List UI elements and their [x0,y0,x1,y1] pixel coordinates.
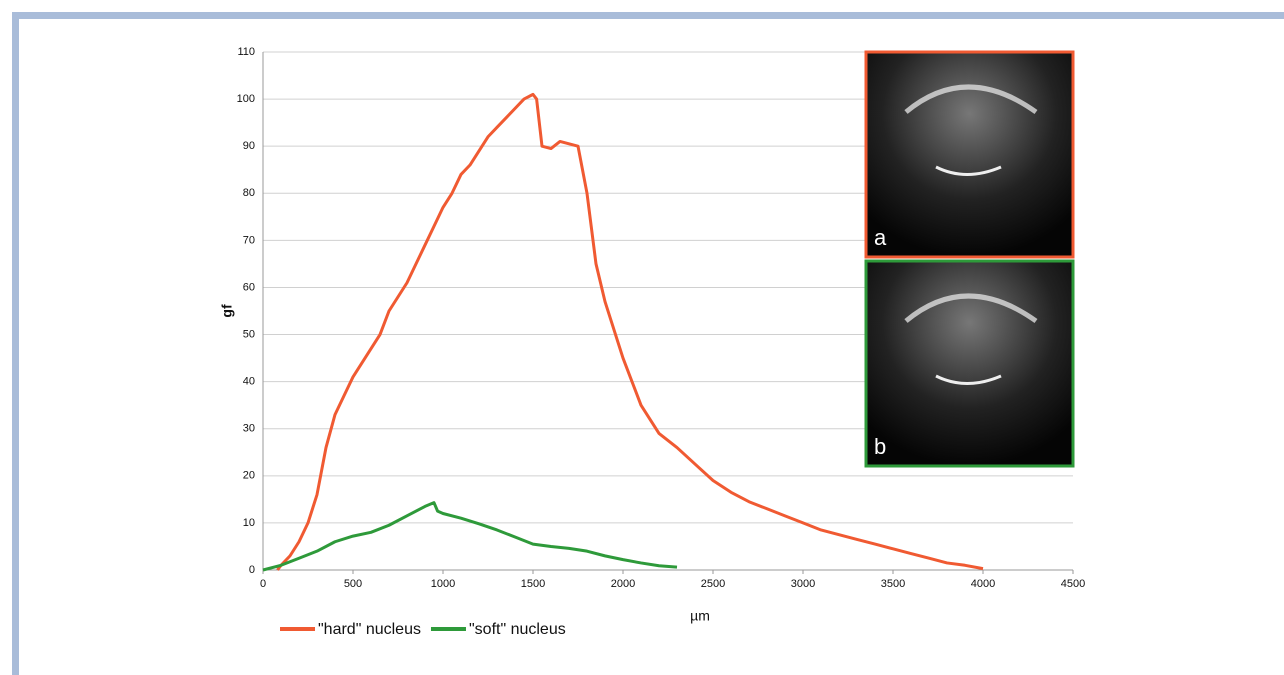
x-tick-label: 4500 [1061,578,1085,590]
page: µm gf 0 10 20 30 40 50 60 70 80 90 100 110 0 500 1000 1… [0,0,1284,675]
x-tick-label: 500 [344,578,362,590]
frame-top [12,12,1284,19]
y-tick-label: 80 [243,187,255,199]
x-tick-label: 4000 [971,578,995,590]
inset-image [866,52,1073,257]
line [263,503,677,570]
inset-label: b [874,434,886,459]
y-tick-label: 30 [243,423,255,435]
x-tick-label: 0 [260,578,266,590]
y-tick-label: 20 [243,470,255,482]
y-tick-label: 40 [243,376,255,388]
inset: a [866,52,1073,257]
legend-label: "soft" nucleus [469,621,566,638]
x-axis-label: µm [690,608,710,624]
y-tick-label: 70 [243,234,255,246]
y-tick-label: 100 [237,93,255,105]
y-tick-label: 90 [243,140,255,152]
x-tick-label: 3500 [881,578,905,590]
frame-left [12,12,19,675]
chart: µm gf 0 10 20 30 40 50 60 70 80 90 100 110 0 500 1000 1… [0,0,1284,675]
y-tick-label: 110 [237,46,255,58]
inset-label: a [874,225,887,250]
x-tick-label: 2500 [701,578,725,590]
y-axis-label: gf [219,304,235,318]
x-tick-label: 3000 [791,578,815,590]
inset: b [866,261,1073,466]
y-tick-label: 10 [243,517,255,529]
y-tick-label: 50 [243,328,255,340]
inset-image [866,261,1073,466]
y-tick-label: 60 [243,281,255,293]
legend-label: "hard" nucleus [318,621,421,638]
x-tick-label: 1000 [431,578,455,590]
x-tick-label: 2000 [611,578,635,590]
x-tick-label: 1500 [521,578,545,590]
y-tick-label: 0 [249,564,255,576]
